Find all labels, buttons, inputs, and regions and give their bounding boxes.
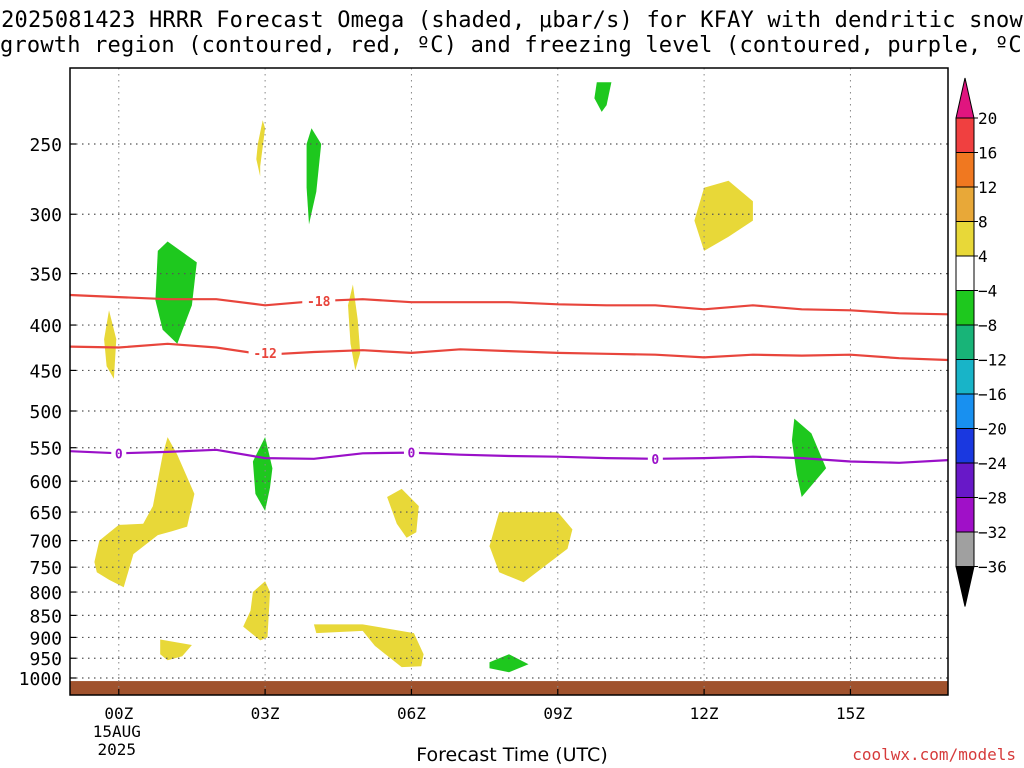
y-tick-label: 250 [29, 135, 62, 156]
x-tick-label: 15Z [836, 704, 865, 723]
omega-region [252, 437, 273, 511]
colorbar-segment [955, 497, 975, 533]
colorbar-segment [955, 117, 975, 153]
contour-label-bg [111, 445, 127, 462]
x-tick-label: 06Z [397, 704, 426, 723]
title-line-1: 2025081423 HRRR Forecast Omega (shaded, … [1, 8, 1023, 33]
omega-region [489, 654, 529, 673]
contour-label: 0 [115, 447, 123, 462]
plot-frame [69, 67, 949, 696]
colorbar-segment [955, 324, 975, 360]
omega-region [348, 284, 361, 371]
grid-lines [70, 68, 948, 695]
contour-label-bg [403, 444, 419, 461]
colorbar-segment [955, 290, 975, 326]
omega-region [256, 120, 266, 177]
colorbar-segment [955, 186, 975, 222]
y-tick-label: 950 [29, 649, 62, 670]
ground-bar [70, 681, 948, 695]
x-axis-title: Forecast Time (UTC) [416, 744, 608, 766]
colorbar-label: −32 [978, 523, 1007, 542]
x-tick-label: 12Z [690, 704, 719, 723]
colorbar-segment [955, 428, 975, 464]
contour-label-bg [248, 344, 282, 361]
contour-label: 0 [651, 453, 659, 468]
contour-label: 0 [408, 447, 416, 462]
colorbar-label: −8 [978, 316, 997, 335]
colorbar-segment [955, 152, 975, 188]
y-axis: 2503003504004505005506006507007508008509… [19, 135, 76, 690]
colorbar-label: 8 [978, 213, 988, 232]
dendritic-contour [69, 342, 949, 362]
ground-layer [70, 681, 948, 695]
colorbar-segment [955, 462, 975, 498]
omega-region [155, 241, 197, 344]
colorbar-arrow-bottom [955, 566, 975, 607]
y-tick-label: 550 [29, 439, 62, 460]
y-tick-label: 900 [29, 628, 62, 649]
colorbar-label: −12 [978, 351, 1007, 370]
omega-region [306, 128, 322, 225]
y-tick-label: 650 [29, 503, 62, 524]
y-tick-label: 400 [29, 316, 62, 337]
colorbar-label: 20 [978, 109, 997, 128]
colorbar-segment [955, 255, 975, 291]
omega-region [387, 488, 419, 538]
contour-label: -18 [307, 295, 331, 310]
y-tick-label: 850 [29, 606, 62, 627]
credit-link[interactable]: coolwx.com/models [852, 745, 1016, 764]
colorbar-label: −28 [978, 489, 1007, 508]
colorbar-label: −4 [978, 282, 997, 301]
chart-title: 2025081423 HRRR Forecast Omega (shaded, … [0, 8, 1024, 58]
y-tick-label: 300 [29, 205, 62, 226]
colorbar-label: 4 [978, 247, 988, 266]
y-tick-label: 600 [29, 472, 62, 493]
colorbar-segment [955, 393, 975, 429]
colorbar-arrow-top [955, 77, 975, 119]
y-tick-label: 1000 [19, 669, 62, 690]
title-line-2: growth region (contoured, red, ºC) and f… [0, 33, 1024, 58]
omega-region [94, 437, 195, 588]
x-tick-sublabel: 2025 [98, 740, 137, 759]
omega-region [694, 180, 753, 251]
colorbar-label: 16 [978, 144, 997, 163]
x-tick-label: 03Z [251, 704, 280, 723]
colorbar-label: −20 [978, 420, 1007, 439]
omega-region [489, 512, 573, 583]
omega-region [313, 624, 424, 668]
x-tick-label: 09Z [543, 704, 572, 723]
omega-region [243, 581, 270, 641]
colorbar-label: −16 [978, 385, 1007, 404]
omega-region [160, 639, 192, 661]
colorbar-segment [955, 221, 975, 257]
colorbar: 20 16 12 8 4 −4 −8 −12 −16 −20 −24 −28 −32 −36 [955, 77, 1007, 607]
freezing-contour [69, 448, 949, 464]
omega-region [104, 310, 117, 379]
colorbar-label: −36 [978, 558, 1007, 577]
y-tick-label: 350 [29, 265, 62, 286]
omega-region [594, 82, 612, 112]
y-tick-label: 450 [29, 361, 62, 382]
colorbar-segment [955, 531, 975, 567]
y-tick-label: 750 [29, 558, 62, 579]
y-tick-label: 700 [29, 532, 62, 553]
y-tick-label: 800 [29, 583, 62, 604]
x-tick-label: 00Z [104, 704, 133, 723]
omega-fills [94, 82, 827, 673]
colorbar-segment [955, 359, 975, 395]
colorbar-label: −24 [978, 454, 1007, 473]
temperature-contours: -18 -12 0 0 0 [69, 293, 949, 468]
contour-label-bg [302, 293, 336, 310]
x-tick-sublabel: 15AUG [93, 722, 141, 741]
contour-label: -12 [253, 347, 276, 362]
dendritic-contour [69, 293, 949, 316]
contour-label-bg [647, 450, 663, 467]
y-tick-label: 500 [29, 402, 62, 423]
colorbar-label: 12 [978, 178, 997, 197]
